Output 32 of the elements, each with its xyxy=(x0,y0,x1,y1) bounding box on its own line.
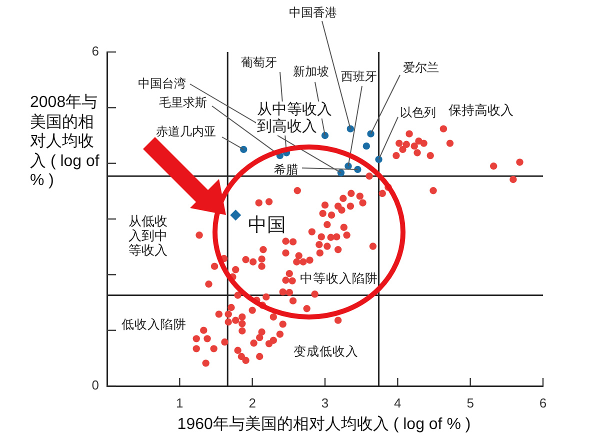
x-axis-title: 1960年与美国的相对人均收入 ( log of % ) xyxy=(176,415,472,435)
x-tick-label: 2 xyxy=(248,395,256,410)
x-tick-label: 6 xyxy=(539,395,547,410)
annotation: 中国香港 xyxy=(289,5,337,20)
annotation: 以色列 xyxy=(400,105,436,120)
annotation: 变成低收入 xyxy=(294,344,358,358)
annotation: 中国台湾 xyxy=(138,76,186,90)
y-tick-label: 0 xyxy=(92,378,99,393)
point xyxy=(230,210,242,221)
annotation: 从低收入到中等收入 xyxy=(128,214,168,258)
annotation: 新加坡 xyxy=(293,64,329,78)
annotation: 西班牙 xyxy=(341,69,377,84)
annotation: 毛里求斯 xyxy=(159,95,207,110)
x-tick-label: 1 xyxy=(176,395,184,410)
annotation: 葡萄牙 xyxy=(241,55,277,70)
annotation: 从中等收入到高收入 xyxy=(257,101,332,136)
annotation: 中国 xyxy=(248,215,286,236)
point xyxy=(240,146,248,154)
annotation: 中等收入陷阱 xyxy=(300,271,378,286)
annotation: 低收入陷阱 xyxy=(122,317,186,332)
annotation: 希腊 xyxy=(274,162,298,176)
annotation: 保持高收入 xyxy=(448,102,514,118)
x-tick-label: 3 xyxy=(321,395,329,410)
x-tick-label: 4 xyxy=(394,395,402,410)
annotation: 赤道几内亚 xyxy=(156,124,216,138)
point xyxy=(354,166,362,174)
point xyxy=(346,125,354,132)
point xyxy=(375,156,382,164)
x-tick-label: 5 xyxy=(466,395,474,410)
point xyxy=(362,142,370,150)
y-axis-title: 2008年与美国的相对人均收入 ( log of % ) xyxy=(30,93,100,190)
annotation: 爱尔兰 xyxy=(403,60,439,74)
